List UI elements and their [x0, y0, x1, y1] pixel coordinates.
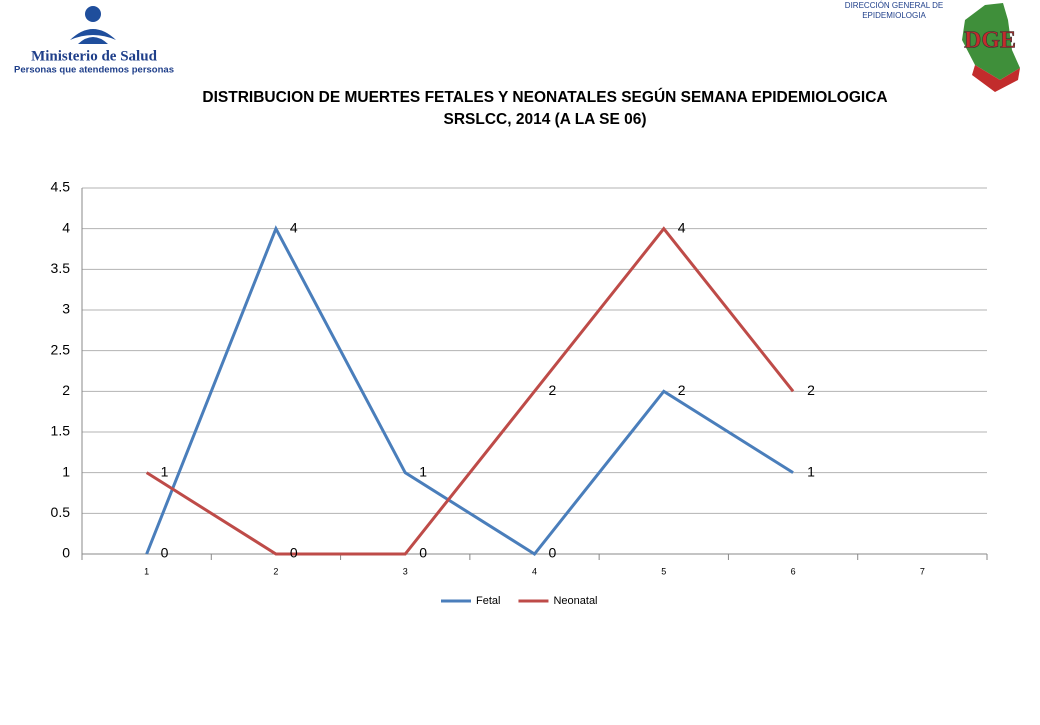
ministry-motto: Personas que atendemos personas — [14, 65, 174, 76]
x-tick-label: 7 — [920, 566, 925, 576]
data-label: 0 — [549, 545, 557, 561]
y-tick-label: 3 — [62, 301, 70, 317]
x-tick-label: 2 — [273, 566, 278, 576]
y-tick-label: 4.5 — [51, 179, 71, 195]
series-line — [145, 226, 795, 556]
data-label: 1 — [807, 463, 815, 479]
chart-subtitle: SRSLCC, 2014 (A LA SE 06) — [444, 111, 647, 128]
y-tick-label: 1 — [62, 463, 70, 479]
y-tick-label: 1.5 — [51, 423, 71, 439]
chart-title: DISTRIBUCION DE MUERTES FETALES Y NEONAT… — [202, 88, 887, 106]
ministry-logo — [70, 6, 116, 44]
direction-text: DIRECCIÓN GENERAL DE — [845, 1, 943, 10]
y-tick-label: 0 — [62, 545, 70, 561]
data-label: 0 — [419, 545, 427, 561]
legend-label: Neonatal — [553, 595, 597, 607]
direction-text: EPIDEMIOLOGIA — [862, 11, 926, 20]
y-tick-label: 0.5 — [51, 504, 71, 520]
data-label: 0 — [161, 545, 169, 561]
dge-logo — [962, 3, 1020, 92]
data-label: 1 — [419, 463, 427, 479]
x-tick-label: 6 — [791, 566, 796, 576]
x-tick-label: 1 — [144, 566, 149, 576]
data-label: 2 — [807, 382, 815, 398]
x-tick-label: 4 — [532, 566, 537, 576]
x-tick-label: 5 — [661, 566, 666, 576]
data-label: 1 — [161, 463, 169, 479]
data-label: 0 — [290, 545, 298, 561]
data-label: 2 — [678, 382, 686, 398]
data-label: 4 — [678, 219, 686, 235]
x-tick-label: 3 — [403, 566, 408, 576]
legend-label: Fetal — [476, 595, 500, 607]
dge-letters: DGE — [964, 28, 1016, 54]
ministry-name: Ministerio de Salud — [31, 48, 158, 64]
series-line — [145, 225, 794, 556]
y-tick-label: 2.5 — [51, 341, 71, 357]
data-label: 2 — [549, 382, 557, 398]
y-tick-label: 4 — [62, 219, 70, 235]
y-tick-label: 3.5 — [51, 260, 71, 276]
y-tick-label: 2 — [62, 382, 70, 398]
data-label: 4 — [290, 219, 298, 235]
